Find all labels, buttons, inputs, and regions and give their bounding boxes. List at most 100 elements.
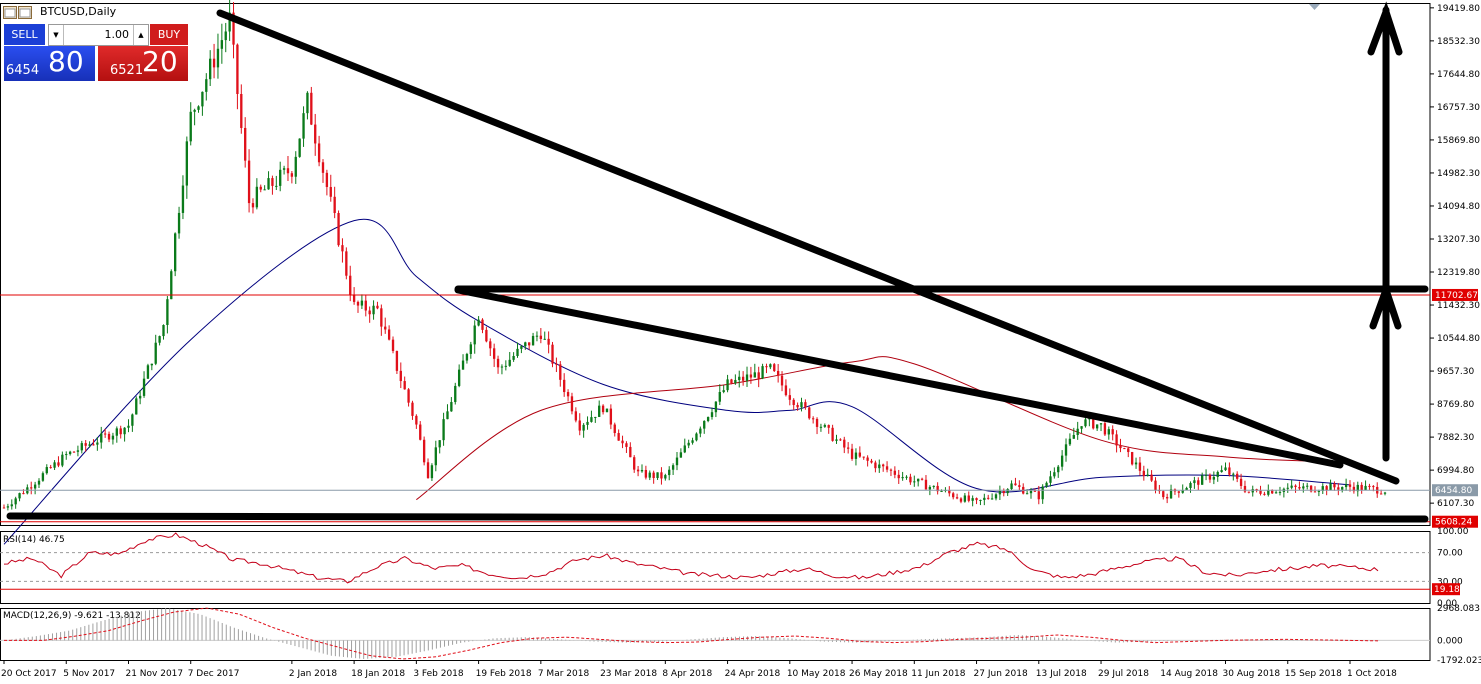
x-tick-label: 3 Feb 2018 [413,669,464,679]
candle-body [127,425,130,428]
candle-body [170,271,173,300]
y-tick-label: 7882.30 [1437,433,1474,443]
target-arrow-head-top[interactable] [1367,1,1403,56]
candle-body [741,376,745,381]
candle-body [485,329,488,342]
candle-body [609,408,613,425]
candle-body [419,424,422,440]
candle-body [1169,489,1173,499]
target-arrow-head-mid[interactable] [1369,279,1402,330]
candle-body [928,486,932,490]
trendline-upper[interactable] [216,9,1400,485]
candle-body [329,187,332,197]
candle-body [356,301,360,306]
candle-body [1029,490,1033,494]
candle-body [426,462,430,479]
candle-body [621,440,624,444]
rsi-title: RSI(14) 46.75 [3,535,65,545]
candle-body [115,428,118,436]
candle-body [1057,466,1060,473]
candle-body [1309,485,1313,492]
candle-body [734,379,737,384]
candle-body [1236,473,1239,479]
candle-body [189,111,192,142]
candle-body [706,417,710,421]
x-tick-label: 30 Aug 2018 [1223,669,1281,679]
candle-body [967,495,970,501]
candle-body [547,338,550,345]
candle-body [142,378,146,396]
candle-body [411,402,414,416]
candle-body [158,336,161,343]
candle-body [205,79,208,92]
candle-body [197,106,200,110]
candle-body [1383,492,1387,494]
rsi-y-tick-label: 70.00 [1437,549,1463,559]
candle-body [625,443,628,447]
ask-pips: 20 [142,45,178,78]
x-tick-label: 10 May 2018 [787,669,846,679]
candle-body [866,457,869,461]
candle-body [1049,476,1052,483]
candle-body [107,433,111,440]
candle-body [1185,487,1188,491]
rsi-panel-frame [0,531,1431,604]
candle-body [905,476,908,478]
candle-body [633,457,636,470]
y-tick-label: 10544.80 [1437,334,1480,344]
candle-body [819,426,823,428]
y-tick-label: 6994.80 [1437,466,1474,476]
candle-body [1181,490,1184,493]
lot-increase-button[interactable]: ▲ [133,25,148,45]
candle-body [835,439,838,441]
ask-prefix: 6521 [110,63,144,78]
candle-body [648,472,651,478]
candle-body [773,364,776,371]
candle-body [1130,452,1134,465]
candle-body [1251,489,1254,493]
candle-body [434,447,437,466]
trendline-middle[interactable] [454,286,1344,469]
candle-body [325,172,329,188]
candle-body [349,275,352,295]
price-level-label: 5608.24 [1435,518,1472,528]
candle-body [1325,486,1328,491]
sell-price-box[interactable]: 6454 80 [4,45,95,81]
rsi-marker-tag [1432,583,1460,596]
candle-body [955,497,959,499]
horizontal-support-line[interactable] [6,512,1429,523]
buy-price-box[interactable]: 6521 20 [98,45,188,81]
x-tick-label: 24 Apr 2018 [725,669,781,679]
bid-pips: 80 [48,45,84,78]
sell-button[interactable]: SELL [4,24,45,45]
candle-body [415,415,418,425]
candle-body [341,245,344,252]
candle-body [1134,462,1138,465]
candle-body [1018,485,1021,487]
candle-body [959,498,963,502]
candle-body [368,310,371,315]
x-tick-label: 18 Jan 2018 [351,669,405,679]
candle-body [551,344,554,364]
candle-body [1060,455,1064,467]
candle-body [598,405,601,417]
candle-body [1290,485,1293,488]
lot-decrease-button[interactable]: ▼ [49,25,64,45]
candle-body [924,479,928,490]
candle-body [1294,485,1297,488]
candle-body [294,156,297,177]
candle-body [811,418,815,420]
trendline-drawings[interactable] [6,1,1429,523]
candle-body [901,477,904,479]
candle-body [384,326,387,330]
candle-body [403,381,406,390]
candle-body [1103,423,1107,435]
candle-body [932,485,935,487]
candle-body [1298,487,1301,489]
candle-body [1224,467,1227,471]
lot-size-input[interactable] [65,26,129,42]
candle-body [543,338,546,340]
candle-body [1232,473,1235,475]
buy-button[interactable]: BUY [150,24,188,45]
